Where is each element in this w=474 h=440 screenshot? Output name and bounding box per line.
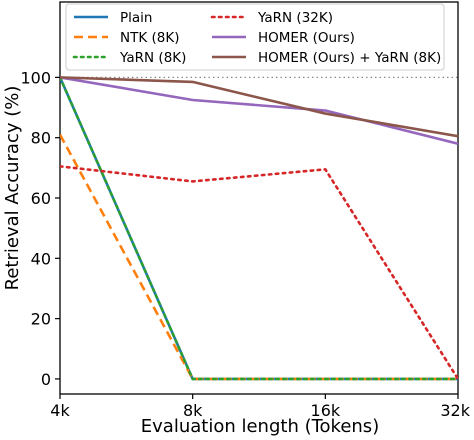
legend-label: HOMER (Ours) [258, 30, 355, 46]
legend-label: Plain [120, 10, 152, 26]
legend-label: YaRN (32K) [257, 10, 333, 26]
y-tick-label: 40 [31, 249, 51, 268]
legend-label: NTK (8K) [120, 30, 179, 46]
y-tick-label: 20 [31, 310, 51, 329]
x-tick-label: 32k [440, 401, 470, 420]
y-axis-label: Retrieval Accuracy (%) [2, 86, 23, 291]
series-line-homer-ours [60, 76, 458, 145]
x-tick-label: 16k [311, 401, 341, 420]
legend-label: YaRN (8K) [119, 50, 186, 66]
plot-area: 0 20 40 60 80 100 4k 8k 16k 32k [20, 1, 471, 420]
series-line-yarn-8k [60, 76, 458, 381]
x-axis-label: Evaluation length (Tokens) [141, 416, 379, 437]
series-lines [60, 76, 458, 381]
legend-box [65, 3, 445, 71]
series-line-ntk-8k [60, 134, 458, 381]
x-tick-label: 8k [183, 401, 203, 420]
series-line-plain [60, 76, 458, 381]
y-tick-label: 0 [41, 370, 51, 389]
y-tick-label: 100 [20, 68, 51, 87]
legend-label: HOMER (Ours) + YaRN (8K) [258, 50, 441, 66]
y-tick-label: 60 [31, 189, 51, 208]
series-line-homer-ours-yarn-8k [60, 76, 458, 138]
x-tick-label: 4k [50, 401, 70, 420]
legend: Plain NTK (8K) YaRN (8K) YaRN (32K) HOMER (O… [65, 3, 445, 71]
series-line-yarn-32k [60, 165, 458, 381]
y-tick-label: 80 [31, 129, 51, 148]
